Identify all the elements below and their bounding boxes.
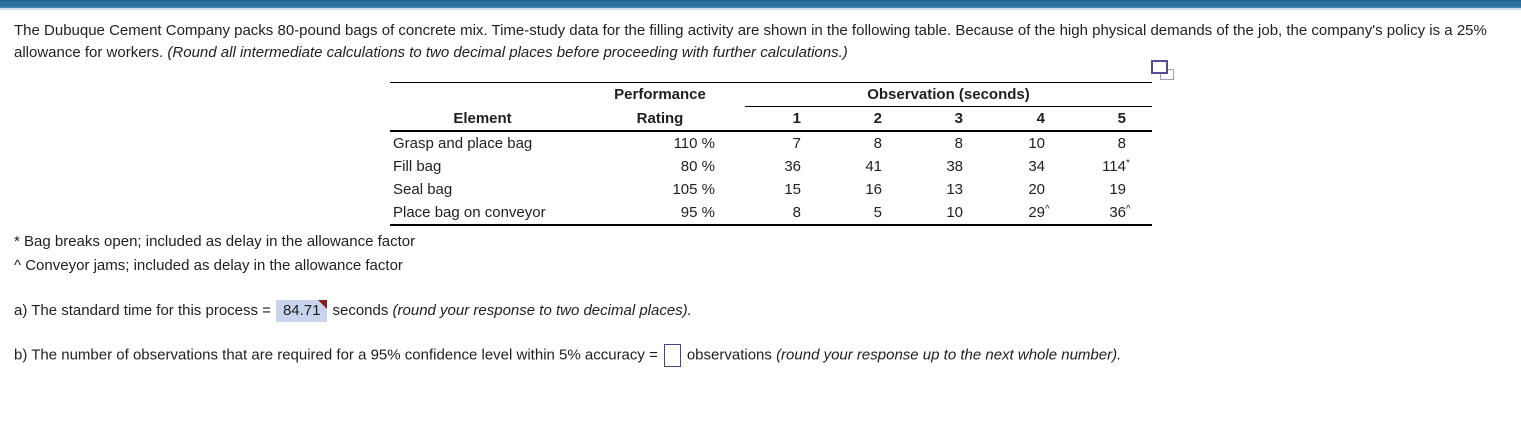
observation-cell: 13 <box>946 181 963 198</box>
observation-col-header: 5 <box>1071 106 1152 132</box>
observation-cell: 10 <box>1028 135 1045 152</box>
element-cell: Place bag on conveyor <box>393 204 546 221</box>
observation-cell: 114* <box>1102 158 1130 175</box>
part-b-unit: observations <box>686 346 772 364</box>
performance-rating-cell: 80 % <box>680 158 715 175</box>
observation-cell: 38 <box>946 158 963 175</box>
element-cell: Grasp and place bag <box>393 135 533 152</box>
performance-rating-cell: 110 % <box>673 135 715 152</box>
observation-cell: 41 <box>865 158 882 175</box>
observation-cell: 8 <box>954 135 963 152</box>
observation-cell: 15 <box>784 181 801 198</box>
part-b-observations-input[interactable] <box>663 344 681 367</box>
copy-icon-front-rect <box>1151 60 1168 74</box>
observation-cell: 34 <box>1028 158 1045 175</box>
table-footnotes: * Bag breaks open; included as delay in … <box>14 230 415 278</box>
observation-group-header: Observation (seconds) <box>745 82 1152 107</box>
part-a-line: a) The standard time for this process = 8… <box>14 300 692 322</box>
problem-rounding-note: (Round all intermediate calculations to … <box>167 44 848 61</box>
table-row: Seal bag 105 % 15 16 13 20 19 <box>390 178 1152 201</box>
observation-cell: 36 <box>784 158 801 175</box>
observation-cell: 5 <box>873 204 882 221</box>
observation-cell: 8 <box>873 135 882 152</box>
part-a-answer-value: 84.71 <box>282 302 321 319</box>
element-header-spacer <box>390 83 575 107</box>
element-header: Element <box>390 106 575 132</box>
part-b-note: (round your response up to the next whol… <box>776 346 1122 364</box>
answer-flag-icon <box>318 300 328 309</box>
table-row: Fill bag 80 % 36 41 38 34 114* <box>390 155 1152 178</box>
footnote: * Bag breaks open; included as delay in … <box>14 233 416 250</box>
observation-cell: 20 <box>1028 181 1045 198</box>
observation-cell: 16 <box>865 181 882 198</box>
observation-col-header: 4 <box>989 106 1071 132</box>
part-a-note: (round your response to two decimal plac… <box>392 302 692 319</box>
observation-cell: 36^ <box>1109 204 1131 221</box>
observation-cell: 8 <box>1117 135 1126 152</box>
part-a-answer-field[interactable]: 84.71 <box>275 300 328 322</box>
element-cell: Seal bag <box>393 181 453 198</box>
performance-rating-cell: 95 % <box>680 204 715 221</box>
observation-cell: 8 <box>792 204 801 221</box>
performance-rating-cell: 105 % <box>672 181 715 198</box>
problem-text: The Dubuque Cement Company packs 80-poun… <box>14 22 1487 61</box>
element-cell: Fill bag <box>393 158 442 175</box>
table-group-header-row: Performance Observation (seconds) <box>390 82 1152 107</box>
performance-header-line1: Performance <box>614 86 706 104</box>
copy-table-icon[interactable] <box>1151 60 1174 80</box>
table-row: Grasp and place bag 110 % 7 8 8 10 8 <box>390 131 1152 155</box>
part-b-line: b) The number of observations that are r… <box>14 344 1121 367</box>
footnote: ^ Conveyor jams; included as delay in th… <box>14 257 403 274</box>
performance-header-line2: Rating <box>575 106 745 132</box>
observation-col-header: 2 <box>827 106 908 132</box>
observation-cell: 29^ <box>1028 204 1050 221</box>
part-b-prefix: b) The number of observations that are r… <box>14 346 658 364</box>
observation-col-header: 3 <box>908 106 989 132</box>
observation-cell: 10 <box>946 204 963 221</box>
table-row: Place bag on conveyor 95 % 8 5 10 29^ 36^ <box>390 201 1152 225</box>
observation-cell: 7 <box>792 135 801 152</box>
observation-col-header: 1 <box>745 106 827 132</box>
time-study-table: Performance Observation (seconds) Elemen… <box>390 82 1152 226</box>
problem-statement: The Dubuque Cement Company packs 80-poun… <box>14 20 1511 64</box>
part-a-prefix: a) The standard time for this process = <box>14 302 271 319</box>
observation-cell: 19 <box>1109 181 1126 198</box>
window-top-bar <box>0 0 1521 10</box>
part-a-unit: seconds <box>332 302 389 319</box>
